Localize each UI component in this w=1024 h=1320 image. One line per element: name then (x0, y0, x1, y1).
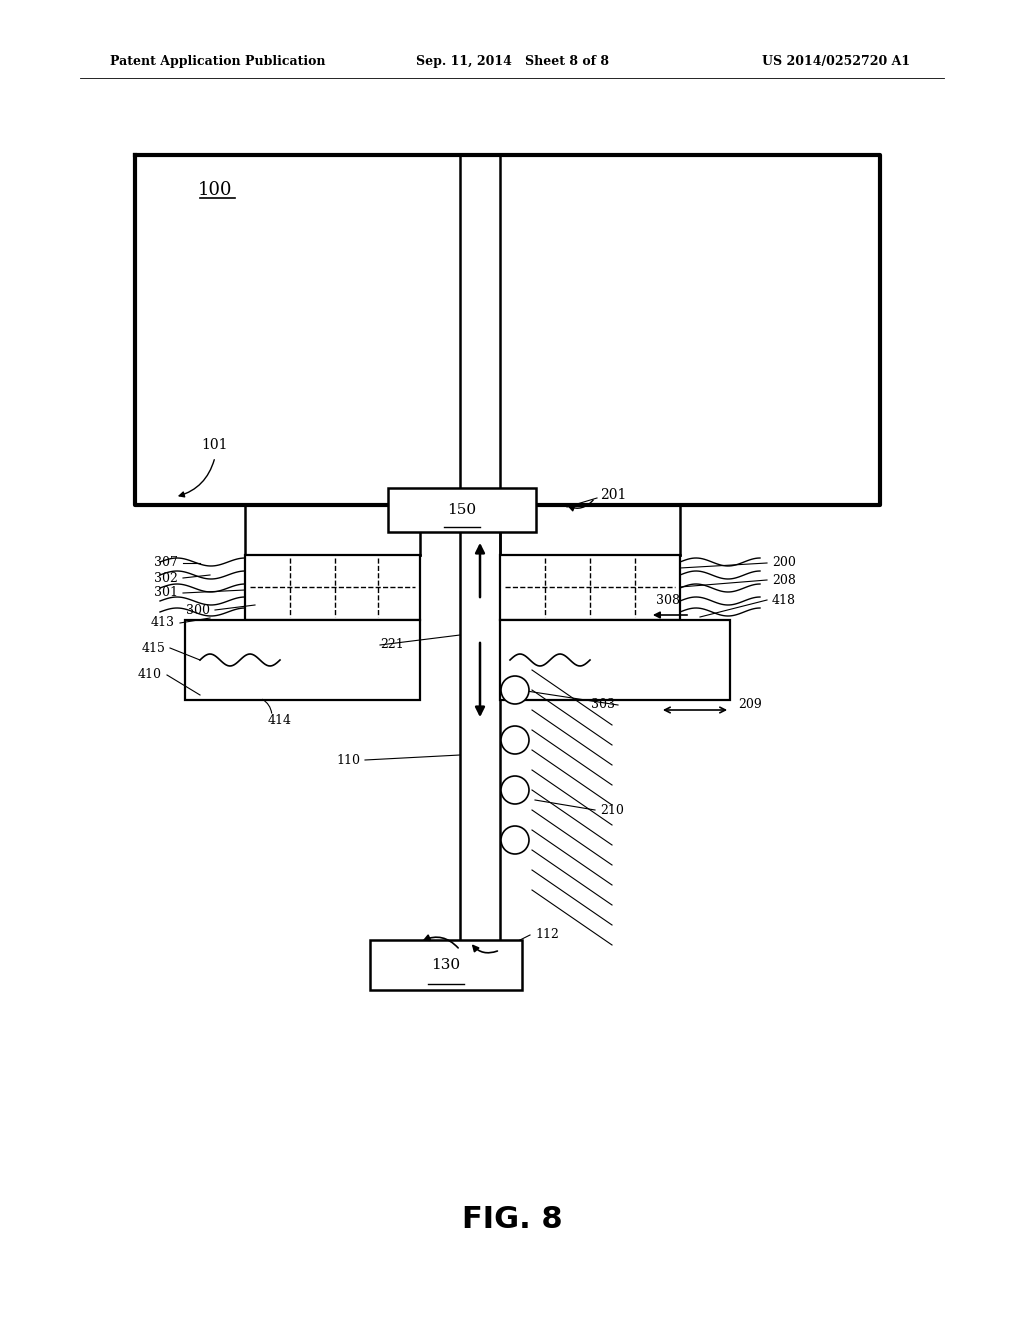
Text: 110: 110 (336, 754, 360, 767)
Bar (185, 620, 420, 700)
Bar (245, 554, 420, 620)
Text: 301: 301 (154, 586, 178, 599)
Text: 208: 208 (772, 573, 796, 586)
Text: 130: 130 (431, 958, 461, 972)
Text: 413: 413 (151, 616, 175, 630)
Text: FIG. 8: FIG. 8 (462, 1205, 562, 1234)
Text: 300: 300 (186, 603, 210, 616)
Text: 112: 112 (535, 928, 559, 941)
Text: 415: 415 (141, 642, 165, 655)
Bar (370, 940, 522, 990)
Text: 221: 221 (380, 639, 403, 652)
Text: 200: 200 (772, 557, 796, 569)
Text: 210: 210 (600, 804, 624, 817)
Text: 100: 100 (198, 181, 232, 199)
Circle shape (501, 776, 529, 804)
Text: 414: 414 (268, 714, 292, 726)
Bar (500, 620, 730, 700)
Text: Sep. 11, 2014   Sheet 8 of 8: Sep. 11, 2014 Sheet 8 of 8 (416, 55, 608, 69)
Text: US 2014/0252720 A1: US 2014/0252720 A1 (762, 55, 910, 69)
Circle shape (501, 826, 529, 854)
Text: 101: 101 (202, 438, 228, 451)
Text: 201: 201 (600, 488, 627, 502)
Text: 410: 410 (138, 668, 162, 681)
Bar (500, 554, 680, 620)
Text: Patent Application Publication: Patent Application Publication (110, 55, 326, 69)
Bar (388, 488, 536, 532)
Text: 302: 302 (155, 572, 178, 585)
Text: 418: 418 (772, 594, 796, 606)
Text: 307: 307 (155, 557, 178, 569)
Circle shape (501, 676, 529, 704)
Text: 308: 308 (656, 594, 680, 606)
Text: 303: 303 (591, 698, 615, 711)
Circle shape (501, 726, 529, 754)
Text: 150: 150 (447, 503, 476, 517)
Text: 209: 209 (738, 698, 762, 711)
